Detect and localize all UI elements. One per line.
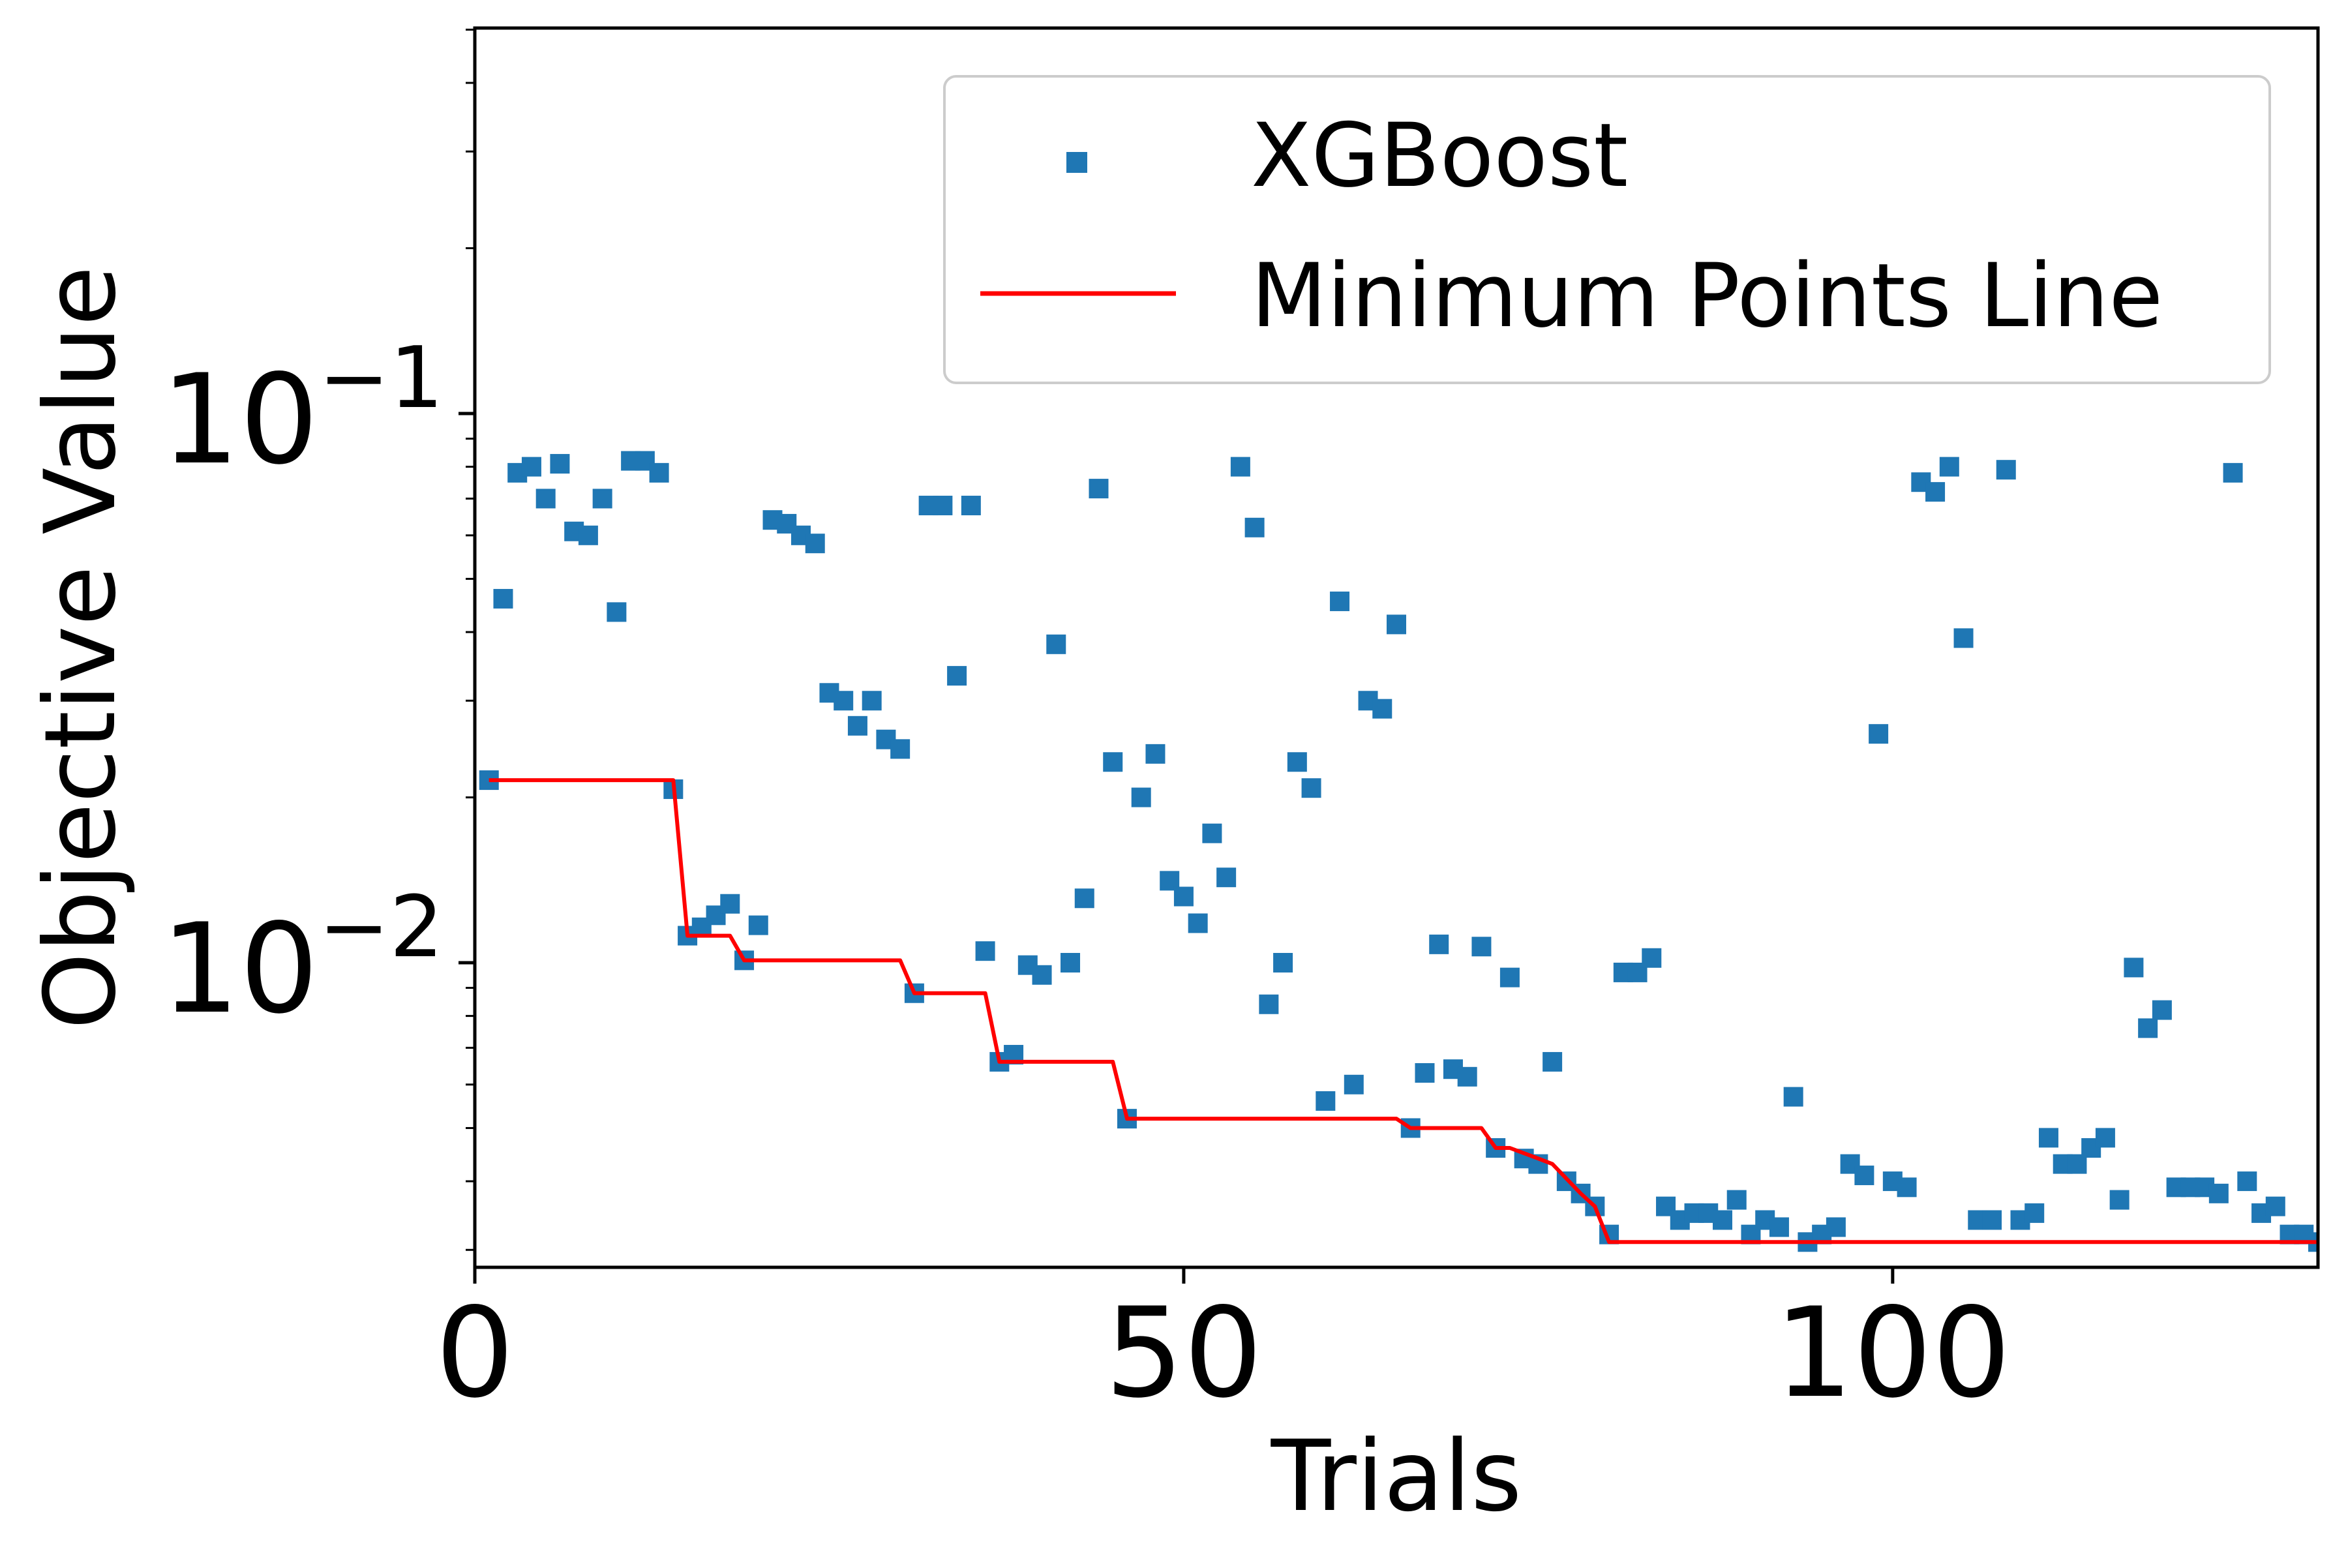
legend-label-minimum-points-line: Minimum Points Line [1251,245,2163,347]
scatter-point [1897,1177,1917,1198]
x-tick-label: 50 [1105,1281,1263,1425]
y-tick-label-base: 10 [161,897,319,1041]
plot-area [479,451,2318,1252]
scatter-point [890,739,911,759]
scatter-point [592,489,612,509]
scatter-point [1939,457,1959,477]
scatter-point [1230,457,1250,477]
scatter-point [550,454,570,474]
scatter-point [578,525,598,545]
scatter-point [1471,937,1492,957]
scatter-point [521,457,541,477]
scatter-point [1244,517,1265,537]
scatter-point [2109,1190,2130,1210]
scatter-point [961,496,981,516]
scatter-point [805,534,825,554]
scatter-point [1543,1051,1563,1072]
scatter-point [748,915,768,935]
scatter-point [2223,462,2243,483]
scatter-point [1826,1217,1846,1237]
scatter-point [847,716,867,736]
scatter-point [2208,1183,2229,1203]
y-tick-label-base: 10 [161,348,319,492]
scatter-point [933,496,953,516]
scatter-point [1925,482,1946,502]
y-tick-label: 10−1 [161,328,444,492]
scatter-point [1387,614,1406,635]
scatter-point [1046,634,1066,654]
scatter-point [535,489,556,509]
scatter-point [1429,934,1449,954]
plot-frame [473,26,2320,1269]
scatter-point [1173,886,1194,907]
scatter-point [834,691,854,711]
scatter-point [1287,752,1307,772]
scatter-point [1953,628,1974,648]
scatter-point [2124,957,2144,978]
scatter-point [1145,744,1166,764]
scatter-point [2138,1018,2158,1038]
scatter-point [1982,1210,2002,1230]
scatter-point [2152,1000,2172,1020]
y-tick-label-exponent: −2 [318,877,444,976]
minimum-points-line [489,778,2318,1244]
y-tick-label: 10−2 [161,877,444,1041]
scatter-point [1372,699,1392,719]
scatter-point [1854,1166,1874,1186]
marks-layer [479,451,2318,1252]
scatter-point [2038,1128,2058,1148]
scatter-point [1131,787,1151,807]
scatter-point [1869,724,1889,744]
scatter-point [862,691,882,711]
scatter-point [1996,460,2016,480]
scatter-point [649,462,669,483]
scatter-point [2095,1128,2115,1148]
legend-label-xgboost: XGBoost [1251,104,1628,207]
scatter-point [1726,1190,1747,1210]
scatter-point [1457,1066,1477,1087]
scatter-point [947,666,967,686]
scatter-point [1783,1087,1803,1107]
scatter-point [1061,953,1081,972]
y-tick-label-exponent: −1 [318,328,444,427]
scatter-point [1216,867,1237,888]
scatter-point [2237,1171,2257,1192]
legend-scatter-marker [1066,152,1087,173]
scatter-point [1769,1217,1789,1237]
scatter-point [2265,1196,2285,1216]
scatter-point [1032,965,1052,985]
scatter-point [720,894,740,914]
legend-box [943,75,2271,384]
scatter-point [1259,994,1279,1014]
legend: XGBoost Minimum Points Line [943,75,2271,384]
scatter-point [1344,1074,1364,1094]
scatter-point [1415,1063,1435,1083]
scatter-point [1074,888,1094,909]
scatter-point [1202,823,1222,843]
scatter-point [1642,948,1662,968]
scatter-point [607,602,627,622]
scatter-point [975,941,995,961]
x-tick-label: 100 [1775,1281,2011,1425]
scatter-point [1301,778,1321,798]
x-axis-label: Trials [1271,1420,1522,1533]
scatter-point [1499,967,1520,988]
scatter-point [1316,1091,1336,1111]
y-axis-label: Objective Value [24,266,138,1030]
x-tick-label: 0 [436,1281,515,1425]
scatter-point [1330,591,1350,611]
scatter-point [493,588,513,609]
scatter-point [1273,953,1293,972]
scatter-point [1188,913,1208,933]
scatter-point [2024,1203,2045,1223]
scatter-point [1712,1210,1732,1230]
scatter-point [1103,752,1123,772]
scatter-point [1089,479,1109,499]
